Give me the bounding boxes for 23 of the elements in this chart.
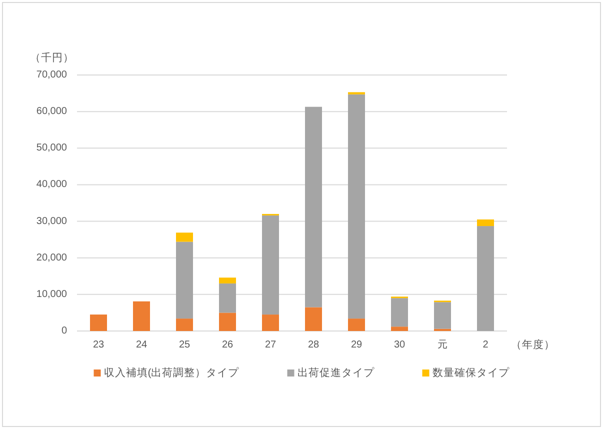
y-tick: 30,000 <box>36 216 67 227</box>
x-tick: 23 <box>92 340 104 350</box>
x-tick: 29 <box>350 340 362 350</box>
x-tick: 24 <box>136 340 148 350</box>
y-tick: 50,000 <box>36 142 67 154</box>
y-tick: 40,000 <box>36 179 67 190</box>
legend-label: 収入補填(出荷調整）タイプ <box>104 367 240 379</box>
x-label: （年度） <box>511 339 555 351</box>
y-tick: 10,000 <box>36 288 67 300</box>
x-tick: 元 <box>438 340 448 350</box>
legend-label: 出荷促進タイプ <box>297 367 374 379</box>
y-tick: 0 <box>61 326 67 336</box>
y-tick: 20,000 <box>36 252 67 264</box>
x-tick: 28 <box>308 340 320 350</box>
x-tick: 26 <box>222 340 234 350</box>
y-tick: 70,000 <box>36 70 67 80</box>
x-tick: 25 <box>178 340 190 350</box>
y-tick: 60,000 <box>36 106 67 118</box>
y-label: （千円） <box>30 52 74 64</box>
x-tick: 27 <box>264 340 276 350</box>
legend-label: 数量確保タイプ <box>432 367 510 379</box>
x-tick: 30 <box>394 340 406 350</box>
x-tick: 2 <box>482 340 488 350</box>
